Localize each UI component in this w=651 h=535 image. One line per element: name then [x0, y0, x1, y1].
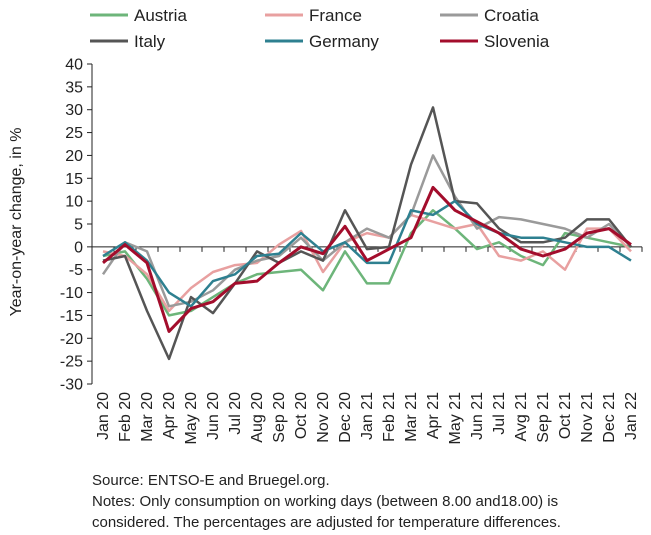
y-tick-label: 15 [65, 171, 83, 188]
x-tick-label: Dec 21 [601, 392, 618, 443]
legend-label-slovenia: Slovenia [484, 32, 550, 51]
notes-line: Notes: Only consumption on working days … [92, 493, 559, 510]
x-tick-label: Jul 20 [227, 392, 244, 435]
y-tick-label: 0 [74, 239, 83, 256]
x-tick-label: Jun 21 [469, 392, 486, 440]
x-tick-label: Nov 21 [579, 392, 596, 443]
x-tick-label: Dec 20 [337, 392, 354, 443]
y-tick-label: 30 [65, 102, 83, 119]
x-tick-label: Feb 21 [381, 392, 398, 442]
y-tick-label: -20 [60, 331, 83, 348]
series-line-austria [102, 209, 632, 317]
y-axis: 40 35 30 25 20 15 10 5 0 -5 -10 -15 -20 -25 -30 [60, 57, 93, 394]
series-line-germany [102, 199, 632, 308]
x-axis: Jan 20 Feb 20 Mar 20 Apr 20 May 20 Jun 20 Jul … [91, 246, 643, 445]
x-tick-label: Jan 20 [95, 392, 112, 440]
y-tick-label: 40 [65, 57, 83, 74]
legend: Austria France Croatia Italy Germany Slovenia [90, 6, 550, 51]
y-tick-label: -10 [60, 285, 83, 302]
x-tick-label: Jul 21 [491, 392, 508, 435]
series-lines [101, 106, 632, 361]
x-tick-label: Oct 20 [293, 392, 310, 439]
x-tick-label: Apr 20 [161, 392, 178, 439]
y-axis-label: Year-on-year change, in % [8, 128, 25, 317]
y-tick-label: 5 [74, 217, 83, 234]
notes-line-2: considered. The percentages are adjusted… [92, 514, 561, 531]
x-tick-label: Nov 20 [315, 392, 332, 443]
x-tick-label: Jan 21 [359, 392, 376, 440]
legend-label-austria: Austria [134, 6, 187, 25]
x-tick-label: Mar 20 [139, 392, 156, 442]
y-tick-label: 20 [65, 148, 83, 165]
x-tick-label: Jan 22 [623, 392, 640, 440]
x-tick-label: Avg 21 [513, 392, 530, 442]
series-line-italy [102, 106, 632, 361]
x-tick-label: May 20 [183, 392, 200, 445]
x-tick-label: Sep 21 [535, 392, 552, 443]
y-tick-label: -25 [60, 354, 83, 371]
y-tick-label: -5 [69, 262, 83, 279]
source-notes: Source: ENTSO-E and Bruegel.org. Notes: … [92, 470, 647, 533]
series-line-croatia [101, 154, 632, 308]
y-tick-label: 35 [65, 79, 83, 96]
x-tick-label: Aug 20 [249, 392, 266, 443]
legend-label-germany: Germany [309, 32, 379, 51]
legend-label-croatia: Croatia [484, 6, 539, 25]
x-tick-label: Feb 20 [117, 392, 134, 442]
y-tick-label: 25 [65, 125, 83, 142]
x-tick-label: Apr 21 [425, 392, 442, 439]
legend-label-france: France [309, 6, 362, 25]
x-tick-label: Jun 20 [205, 392, 222, 440]
legend-label-italy: Italy [134, 32, 166, 51]
series-line-france [102, 213, 632, 313]
series-line-slovenia [102, 185, 632, 333]
y-tick-label: -30 [60, 377, 83, 394]
line-chart: Austria France Croatia Italy Germany Slovenia… [8, 6, 643, 445]
x-tick-label: Mar 21 [403, 392, 420, 442]
y-tick-label: 10 [65, 194, 83, 211]
x-tick-label: Sep 20 [271, 392, 288, 443]
y-tick-label: -15 [60, 308, 83, 325]
x-tick-label: Oct 21 [557, 392, 574, 439]
x-tick-label: May 21 [447, 392, 464, 445]
source-line: Source: ENTSO-E and Bruegel.org. [92, 472, 330, 489]
